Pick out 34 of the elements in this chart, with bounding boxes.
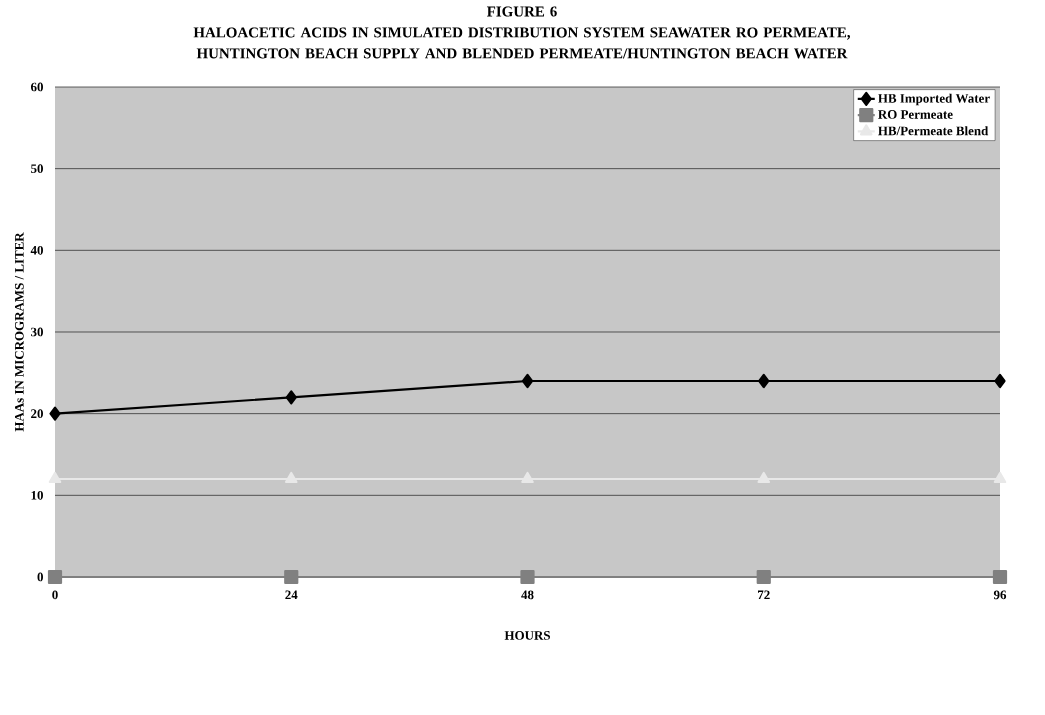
y-axis-title: HAAs IN MICROGRAMS / LITER (14, 232, 24, 432)
x-tick-label: 96 (993, 590, 1007, 600)
point (521, 373, 534, 389)
x-axis-title: HOURS (504, 631, 550, 640)
point (48, 471, 62, 484)
point (756, 569, 771, 585)
point (284, 569, 299, 585)
y-tick-label: 60 (30, 82, 43, 92)
chart-title: FIGURE 6 (486, 6, 557, 17)
x-tick-label: 48 (521, 590, 534, 600)
y-tick-label: 40 (30, 245, 43, 255)
point (47, 569, 63, 585)
x-tick-label: 24 (285, 590, 298, 600)
point (993, 471, 1007, 484)
y-tick-label: 30 (31, 327, 43, 337)
point (992, 569, 1008, 585)
point (49, 406, 61, 421)
y-tick-label: 50 (31, 164, 43, 174)
y-tick-label: 20 (31, 409, 43, 419)
x-tick-label: 72 (758, 590, 770, 600)
y-tick-label: 0 (37, 572, 43, 582)
point (520, 569, 535, 585)
legend-label: RO Permeate (878, 110, 953, 119)
point (285, 390, 297, 405)
chart-subtitle: HALOACETIC ACIDS IN SIMULATED DISTRIBUTION SYSTEM SEAWATER RO PERMEATE, HUNTINGTON BEACH SUPPLY AND BLENDED PERMEATE/HUNTINGTON BEACH WATER (193, 27, 851, 59)
y-tick-label: 10 (31, 490, 43, 500)
point (521, 471, 534, 484)
point (994, 373, 1006, 389)
point (757, 471, 771, 484)
point (284, 471, 298, 484)
legend-label: HB/Permeate Blend (878, 126, 989, 136)
legend-label: HB Imported Water (878, 93, 990, 106)
point (758, 373, 770, 389)
x-tick-label: 0 (52, 590, 58, 600)
